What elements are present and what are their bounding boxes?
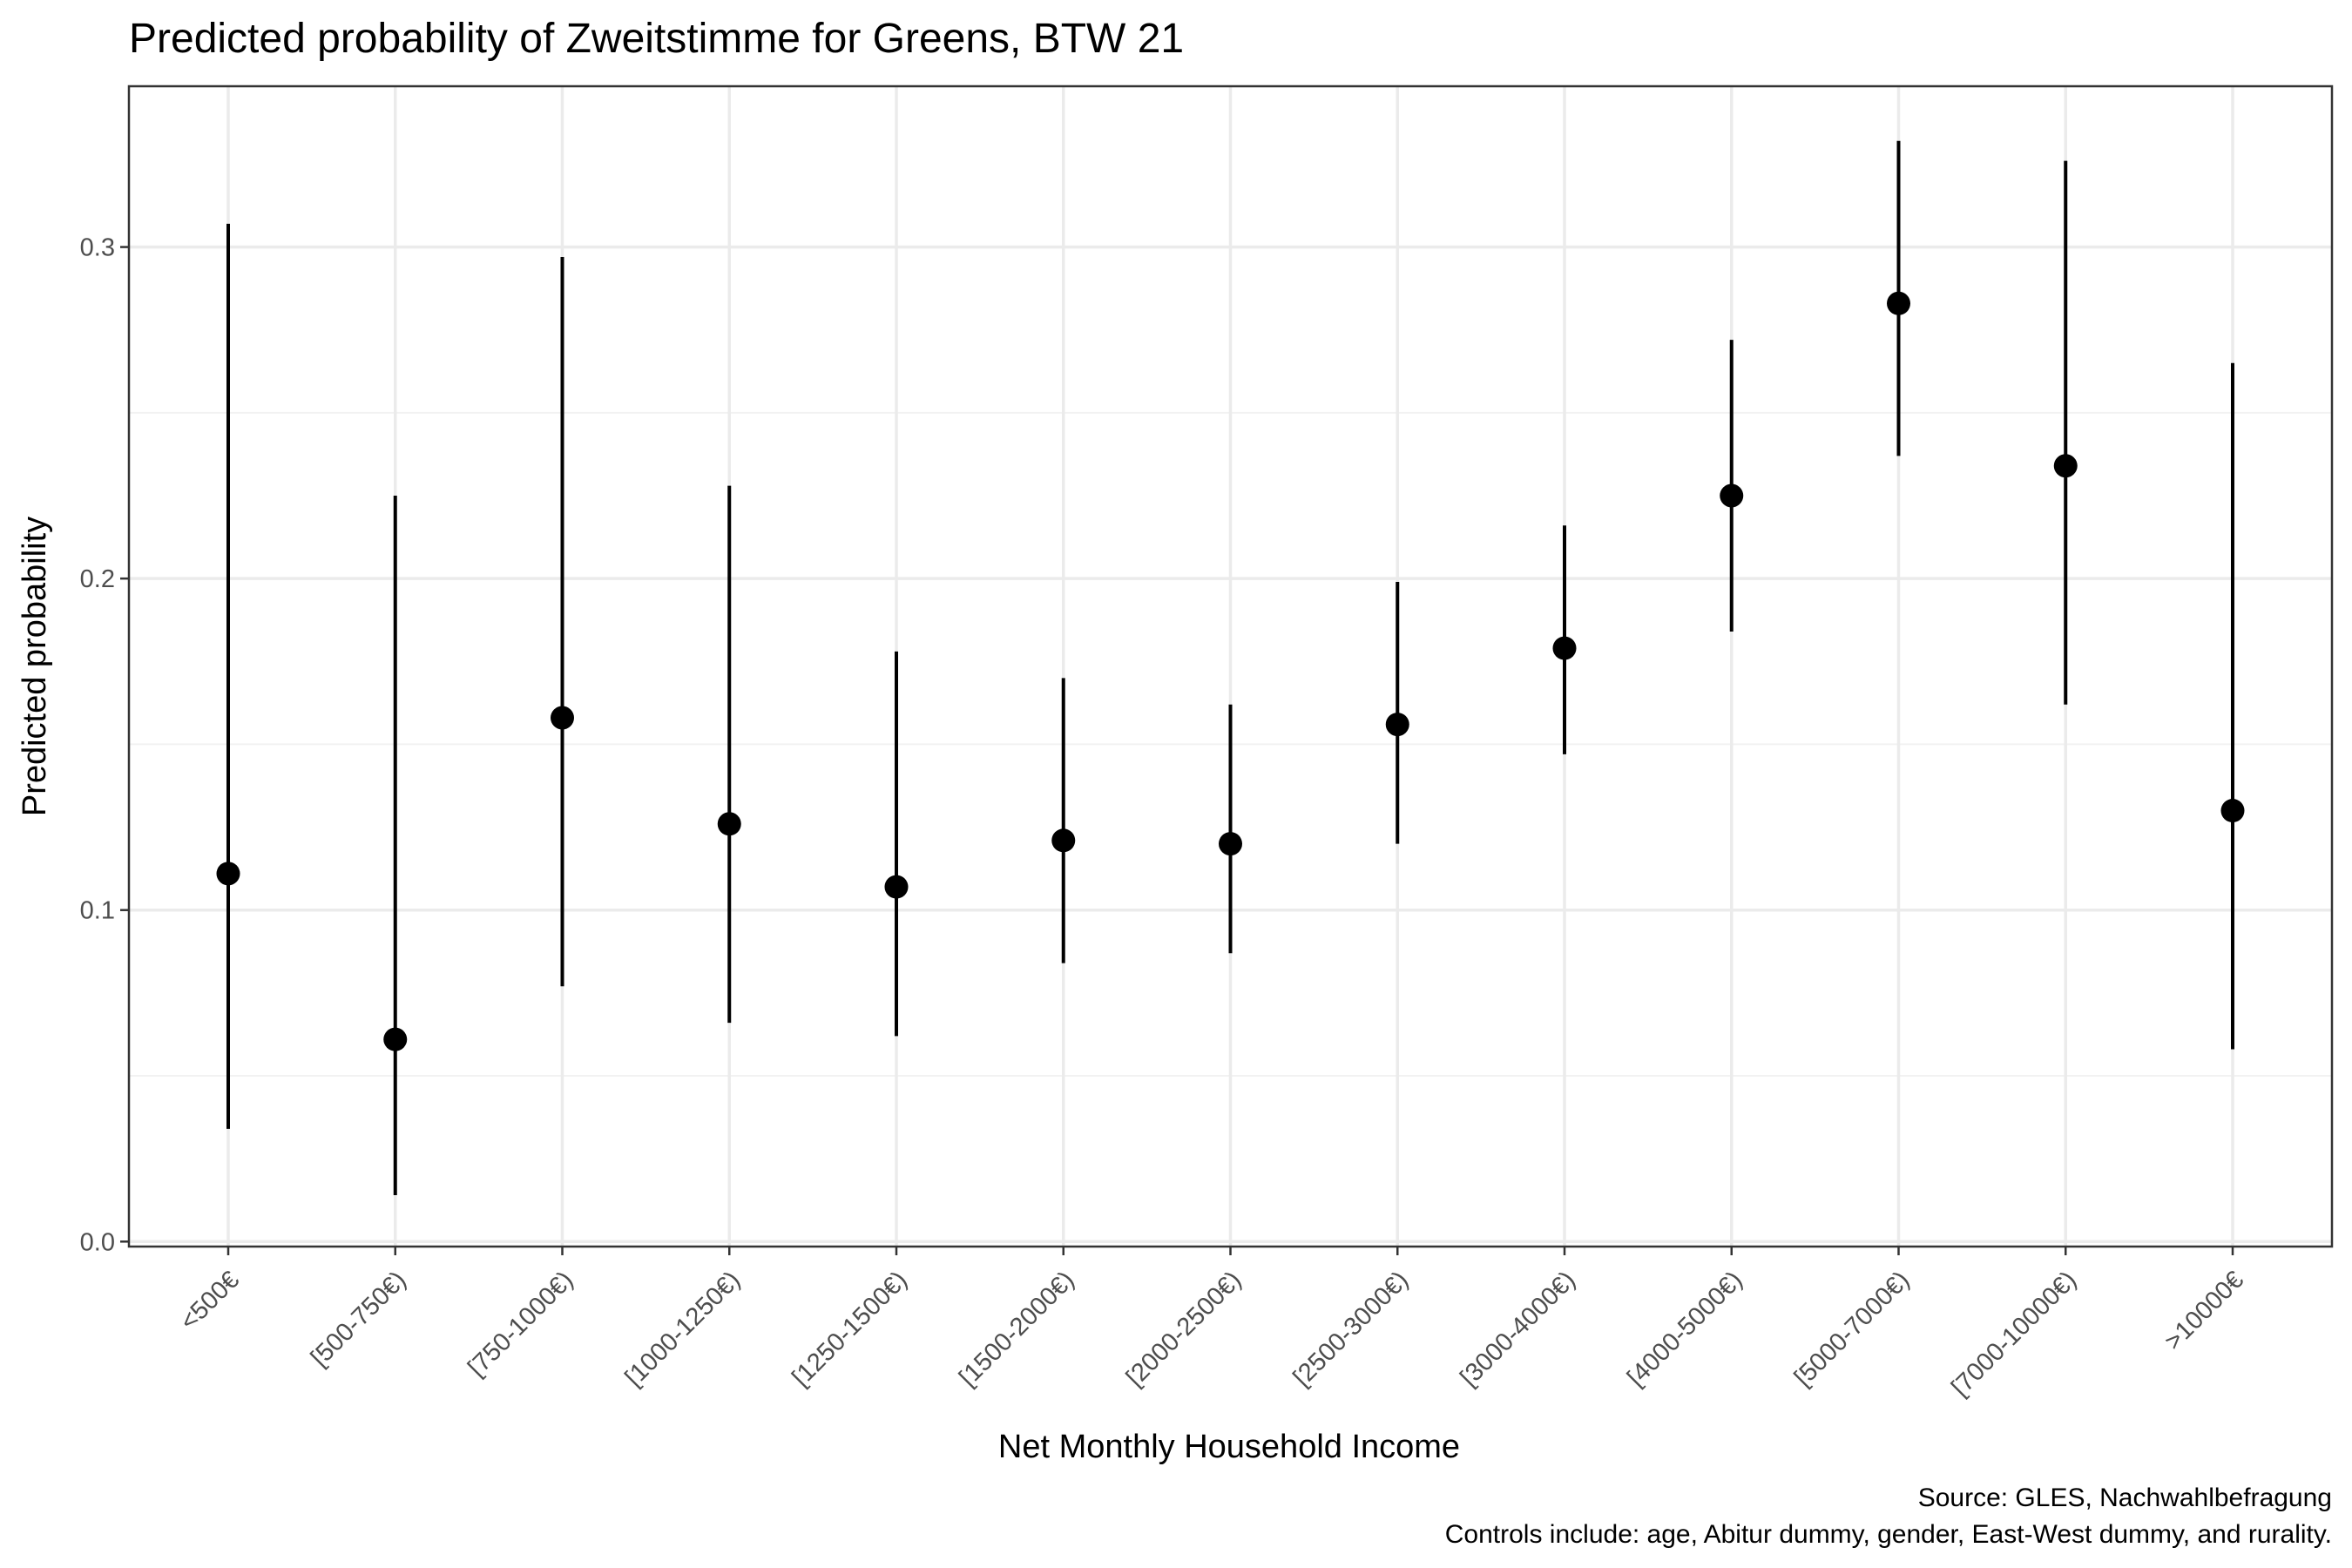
- data-point: [1887, 291, 1910, 315]
- data-marks: [216, 140, 2245, 1196]
- data-point: [2053, 454, 2078, 478]
- caption-controls: Controls include: age, Abitur dummy, gen…: [1445, 1520, 2332, 1549]
- y-tick-label: 0.0: [80, 1228, 115, 1256]
- data-point: [1385, 713, 1409, 737]
- y-tick-label: 0.2: [80, 565, 115, 593]
- data-point: [1051, 828, 1076, 853]
- chart-title: Predicted probability of Zweitstimme for…: [129, 16, 1184, 62]
- data-point: [1720, 483, 1744, 508]
- data-point: [1219, 832, 1242, 856]
- y-tick-label: 0.1: [80, 897, 115, 925]
- data-point: [717, 812, 741, 836]
- x-axis-title: Net Monthly Household Income: [998, 1429, 1460, 1465]
- y-axis: 0.0 0.1 0.2 0.3: [80, 234, 129, 1256]
- data-point: [383, 1027, 408, 1051]
- data-point: [551, 706, 574, 730]
- data-point: [216, 862, 240, 886]
- caption-source: Source: GLES, Nachwahlbefragung: [1918, 1484, 2332, 1512]
- data-point: [2220, 799, 2245, 823]
- data-point: [884, 875, 909, 899]
- y-tick-label: 0.3: [80, 234, 115, 262]
- y-axis-title: Predicted probability: [17, 517, 53, 816]
- data-point: [1552, 636, 1577, 660]
